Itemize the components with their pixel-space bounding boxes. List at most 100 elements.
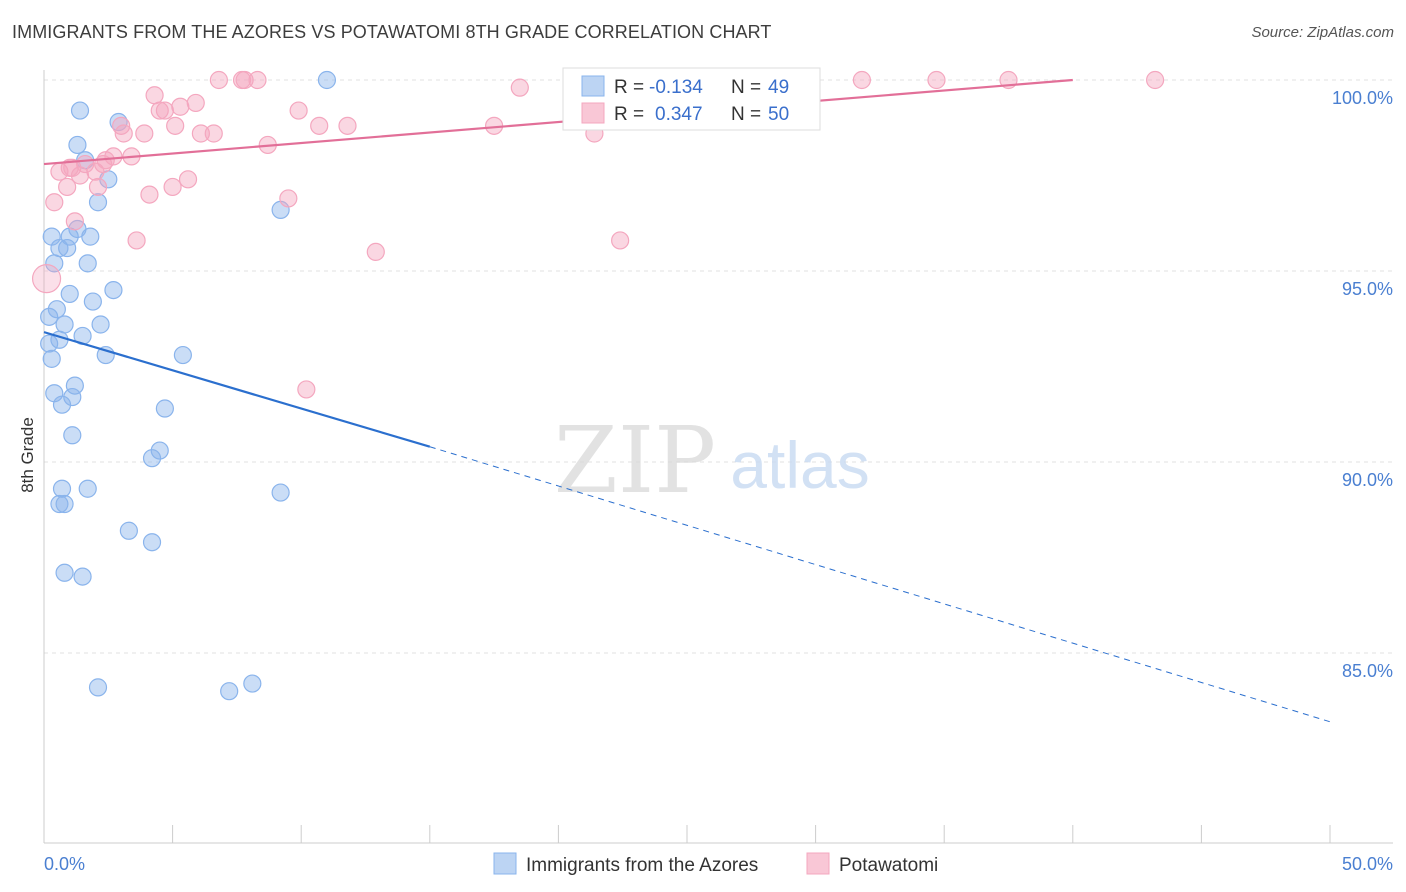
azores-point-31 [78, 479, 97, 498]
potawatomi-point-49 [60, 158, 79, 177]
azores-trend-line [43, 331, 431, 448]
azores-point-7 [58, 238, 77, 258]
azores-point-36 [142, 533, 162, 552]
potawatomi-point-26 [186, 93, 205, 113]
azores-point-44 [243, 674, 262, 693]
azores-point-32 [63, 387, 82, 407]
azores-point-18 [88, 193, 108, 212]
potawatomi-point-39 [366, 242, 385, 261]
potawatomi-point-46 [927, 70, 946, 90]
azores-point-22 [104, 281, 123, 300]
legend-n-value-2: 50 [768, 104, 789, 125]
potawatomi-point-31 [235, 70, 254, 90]
potawatomi-point-45 [852, 70, 871, 90]
potawatomi-point-0 [31, 264, 62, 294]
potawatomi-point-3 [58, 177, 77, 197]
trend-lines [43, 78, 1331, 723]
azores-point-39 [155, 399, 174, 418]
potawatomi-point-8 [86, 162, 105, 181]
gridlines [44, 79, 1393, 654]
legend-swatch-blue [581, 75, 605, 97]
bottom-legend-swatch-pink [806, 852, 830, 875]
azores-point-12 [70, 101, 90, 120]
potawatomi-point-22 [163, 177, 182, 197]
potawatomi-point-9 [88, 177, 108, 197]
x-tick-label-1: 50.0% [1342, 854, 1393, 874]
potawatomi-point-20 [150, 101, 169, 120]
watermark-atlas: atlas [730, 428, 869, 502]
potawatomi-point-38 [338, 116, 357, 135]
azores-point-10 [65, 376, 84, 395]
watermark-zip: ZIP [554, 407, 716, 514]
tick-labels: 100.0% 95.0% 90.0% 85.0% 0.0% 50.0% [44, 88, 1393, 874]
azores-point-25 [50, 238, 69, 258]
potawatomi-point-34 [279, 189, 298, 208]
azores-point-33 [55, 563, 74, 582]
potawatomi-point-27 [191, 124, 210, 143]
potawatomi-point-1 [45, 193, 64, 212]
data-points [31, 70, 1165, 701]
legend-n-label-2: N = [731, 104, 761, 125]
azores-trend-extension [429, 446, 1331, 723]
potawatomi-point-12 [104, 147, 123, 166]
y-tick-label-0: 100.0% [1332, 88, 1393, 108]
potawatomi-point-24 [171, 97, 190, 116]
potawatomi-point-16 [135, 124, 154, 143]
potawatomi-point-32 [248, 70, 267, 90]
azores-point-40 [173, 345, 192, 365]
potawatomi-point-48 [1146, 70, 1165, 90]
legend-r-value-1: -0.134 [649, 77, 703, 98]
azores-point-46 [317, 70, 337, 90]
legend-swatch-pink [581, 102, 605, 124]
azores-point-15 [78, 254, 97, 273]
potawatomi-point-35 [289, 101, 308, 120]
azores-point-47 [40, 334, 59, 353]
potawatomi-point-29 [209, 70, 228, 90]
potawatomi-point-6 [70, 166, 90, 185]
potawatomi-point-37 [310, 116, 329, 135]
azores-point-34 [73, 567, 92, 586]
potawatomi-point-23 [166, 116, 185, 135]
potawatomi-point-43 [611, 231, 630, 250]
azores-point-37 [142, 449, 162, 468]
bottom-legend-swatch-blue [493, 852, 517, 875]
legend-n-label-1: N = [731, 77, 761, 98]
azores-point-6 [55, 315, 74, 334]
y-tick-label-3: 85.0% [1342, 661, 1393, 681]
azores-point-41 [271, 483, 290, 502]
bottom-legend-label-potawatomi: Potawatomi [839, 855, 938, 876]
azores-point-42 [88, 678, 108, 697]
potawatomi-trend-line [43, 78, 1073, 166]
axes [43, 70, 1393, 844]
potawatomi-point-28 [204, 124, 223, 143]
legend-n-value-1: 49 [768, 77, 789, 98]
y-tick-label-1: 95.0% [1342, 279, 1393, 299]
azores-point-11 [68, 135, 87, 155]
azores-point-8 [60, 284, 79, 304]
potawatomi-point-25 [178, 170, 198, 189]
correlation-legend: R = -0.134 N = 49 R = 0.347 N = 50 [562, 67, 821, 131]
bottom-legend-label-azores: Immigrants from the Azores [526, 855, 758, 876]
azores-point-19 [91, 315, 110, 334]
azores-point-3 [47, 300, 66, 319]
azores-point-38 [150, 441, 169, 460]
x-tick-label-0: 0.0% [44, 854, 85, 874]
potawatomi-point-21 [155, 101, 174, 120]
potawatomi-point-41 [510, 78, 529, 97]
azores-point-1 [42, 349, 61, 368]
potawatomi-point-19 [145, 86, 164, 105]
watermark: ZIP atlas [554, 407, 870, 514]
azores-point-30 [52, 479, 72, 498]
azores-point-17 [83, 292, 102, 311]
legend-r-label-1: R = [614, 77, 644, 98]
azores-point-0 [40, 307, 59, 326]
potawatomi-point-5 [65, 212, 84, 231]
legend-r-label-2: R = [614, 104, 644, 125]
potawatomi-point-18 [127, 231, 146, 250]
y-tick-label-2: 90.0% [1342, 470, 1393, 490]
azores-point-9 [63, 426, 82, 445]
azores-point-35 [119, 521, 138, 540]
legend-box [562, 67, 821, 131]
azores-point-48 [45, 384, 64, 403]
